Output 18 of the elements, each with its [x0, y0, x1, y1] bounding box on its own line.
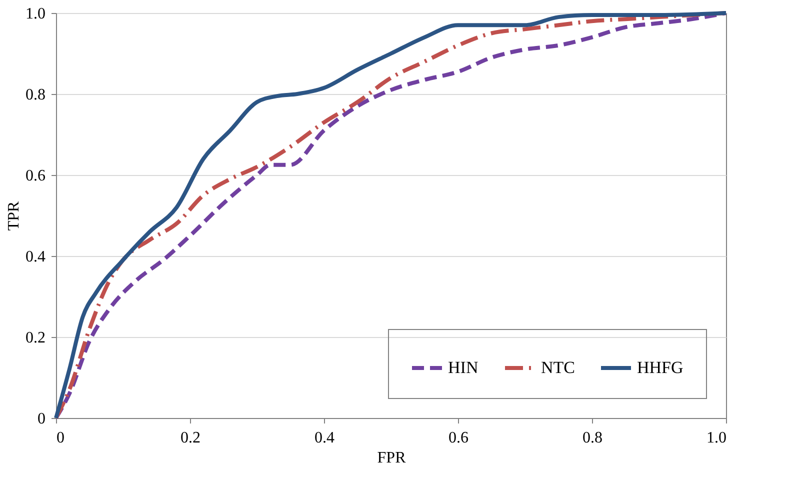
line-series — [54, 11, 728, 420]
y-tick-label: 0.2 — [26, 330, 46, 346]
y-tick-label: 0.6 — [26, 168, 46, 184]
x-tick-label: 0.4 — [314, 430, 334, 446]
x-tick-label: 0.8 — [582, 430, 602, 446]
y-tick-label: 1.0 — [26, 6, 46, 22]
x-tick-label: 1.0 — [706, 430, 726, 446]
y-tick-label: 0 — [38, 410, 46, 428]
legend-label: HHFG — [637, 358, 684, 377]
x-tick-label: 0.2 — [180, 430, 200, 446]
legend-label: HIN — [448, 358, 478, 377]
x-tick-label: 0 — [56, 430, 64, 446]
y-tick-label: 0.4 — [26, 248, 46, 266]
x-tick-label: 0.6 — [448, 430, 468, 446]
x-axis-title: FPR — [377, 450, 406, 466]
legend-label: NTC — [541, 358, 575, 377]
y-tick-label: 0.8 — [26, 86, 46, 104]
y-axis-title: TPR — [6, 201, 22, 231]
